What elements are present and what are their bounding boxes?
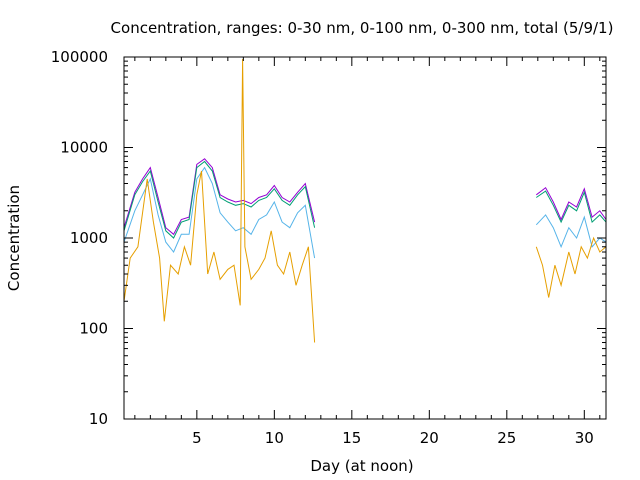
series-layer <box>123 58 607 343</box>
y-tick-label: 100000 <box>51 48 108 66</box>
y-tick-label: 100 <box>79 320 108 338</box>
x-tick-label: 25 <box>497 429 516 447</box>
series-line-2 <box>123 160 607 239</box>
x-tick-label: 30 <box>575 429 594 447</box>
series-line-4 <box>123 58 607 343</box>
y-tick-label: 10000 <box>60 139 108 157</box>
plot-border <box>123 56 607 420</box>
y-axis-label: Concentration <box>5 185 23 291</box>
series-line-1 <box>123 158 607 236</box>
x-tick-label: 5 <box>192 429 202 447</box>
chart-title: Concentration, ranges: 0-30 nm, 0-100 nm… <box>111 19 614 37</box>
x-axis-label: Day (at noon) <box>310 457 413 475</box>
y-tick-label: 1000 <box>70 229 108 247</box>
tick-layer: 5 10 15 20 25 30 10 100 1000 10000 100000 <box>51 48 606 447</box>
y-tick-label: 10 <box>89 410 108 428</box>
x-tick-label: 20 <box>420 429 439 447</box>
x-tick-label: 15 <box>342 429 361 447</box>
x-tick-label: 10 <box>265 429 284 447</box>
